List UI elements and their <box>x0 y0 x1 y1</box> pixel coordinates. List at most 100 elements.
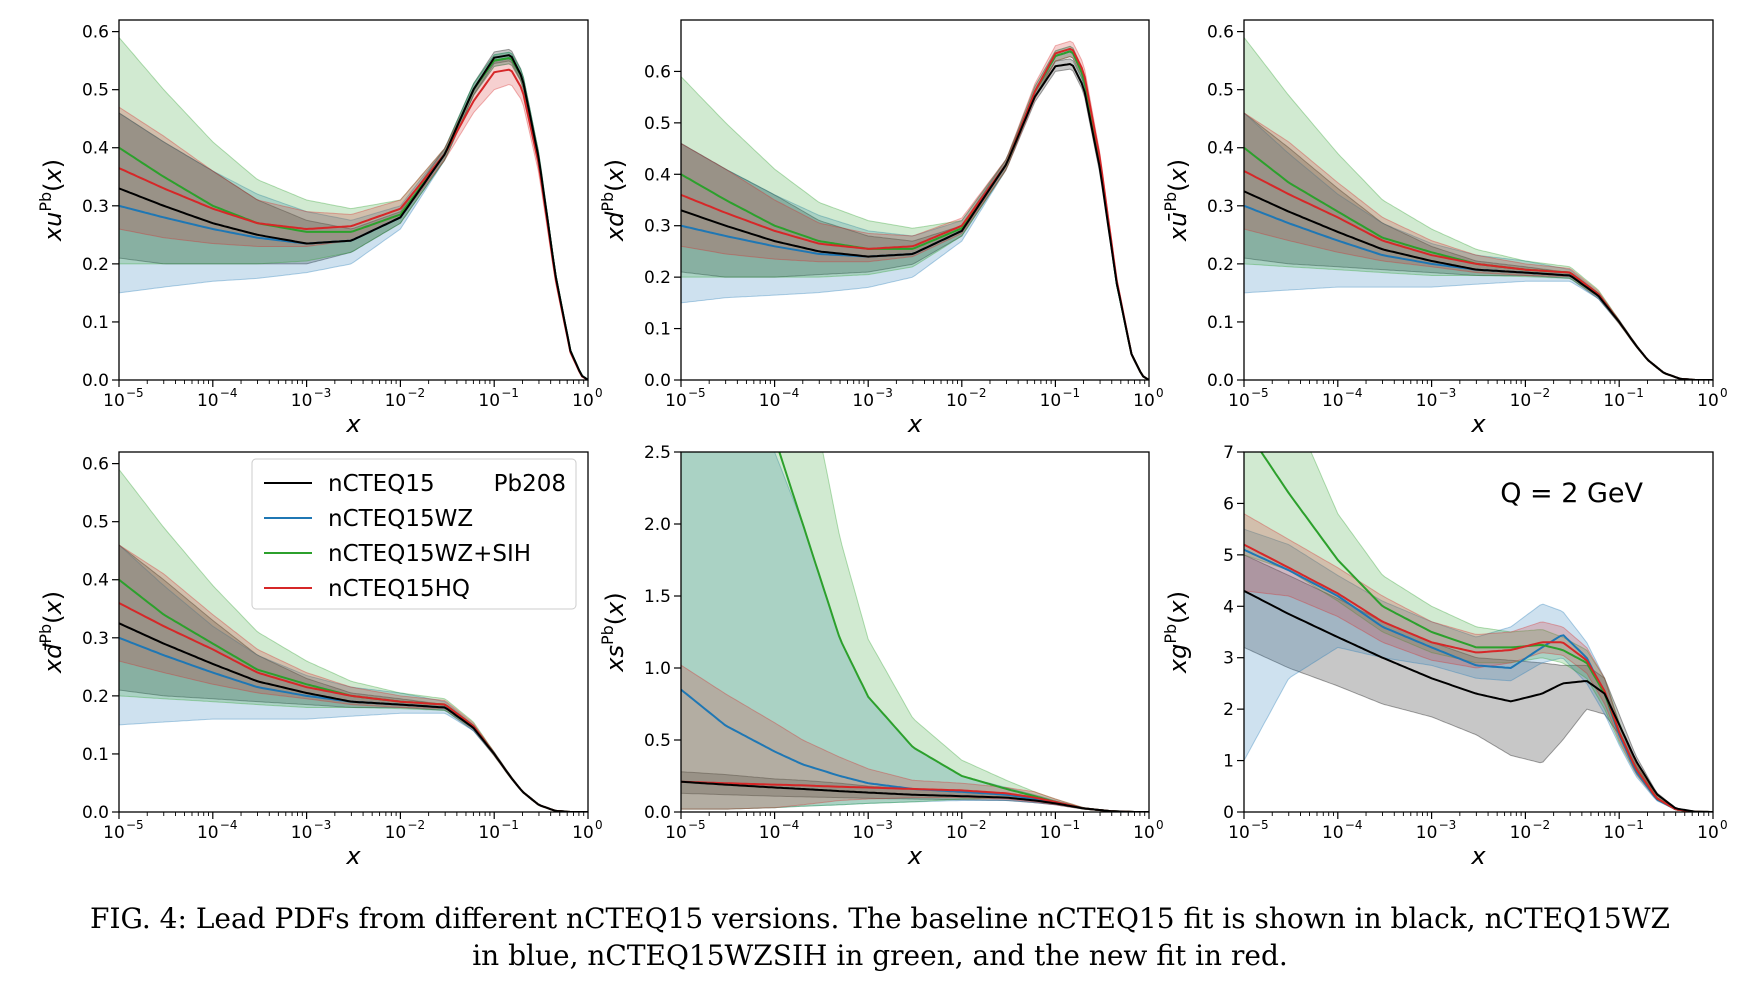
y-tick-label: 0.6 <box>644 62 671 82</box>
line-nCTEQ15 <box>119 54 588 380</box>
plot-area-d <box>681 40 1149 380</box>
y-tick-label: 0.1 <box>1207 313 1234 333</box>
y-tick-label: 0.0 <box>82 803 109 823</box>
x-tick-label: 10 <box>291 391 313 411</box>
x-tick-exponent: 0 <box>1156 818 1164 832</box>
y-tick-label: 1 <box>1223 752 1234 772</box>
plot-area-dbar <box>119 468 588 812</box>
x-tick-label: 10 <box>946 823 968 843</box>
band-nCTEQ15WZ <box>1244 528 1713 812</box>
x-tick-label: 10 <box>291 823 313 843</box>
y-axis-label: xdPb(x) <box>598 159 629 242</box>
axes-frame <box>1243 451 1714 813</box>
x-tick-exponent: −4 <box>782 386 800 400</box>
x-tick-label: 10 <box>852 391 874 411</box>
x-tick-exponent: −5 <box>688 386 706 400</box>
legend-label: nCTEQ15WZ <box>328 506 473 532</box>
legend-label: nCTEQ15WZ+SIH <box>328 541 531 567</box>
x-tick-label: 10 <box>1603 823 1625 843</box>
band-nCTEQ15HQ <box>1244 513 1713 812</box>
band-nCTEQ15HQ <box>119 57 588 380</box>
line-nCTEQ15HQ <box>119 68 588 380</box>
axes-frame <box>1243 19 1714 381</box>
y-tick-label: 0.6 <box>1207 23 1234 43</box>
y-tick-label: 0.4 <box>82 139 109 159</box>
x-tick-exponent: −4 <box>1345 818 1363 832</box>
x-axis-label: x <box>1470 410 1486 438</box>
y-tick-label: 0.2 <box>1207 255 1234 275</box>
y-tick-label: 0.5 <box>644 114 671 134</box>
y-tick-label: 5 <box>1223 546 1234 566</box>
x-tick-label: 10 <box>759 823 781 843</box>
x-tick-exponent: −3 <box>1439 818 1457 832</box>
x-tick-exponent: −3 <box>875 386 893 400</box>
caption-line-2: in blue, nCTEQ15WZSIH in green, and the … <box>472 939 1288 972</box>
y-tick-label: 0.2 <box>82 255 109 275</box>
y-axis-label: xđPb(x) <box>36 591 67 674</box>
x-tick-exponent: −3 <box>314 386 332 400</box>
x-tick-label: 10 <box>572 391 594 411</box>
y-tick-label: 7 <box>1223 443 1234 463</box>
y-tick-label: 0.1 <box>644 320 671 340</box>
y-tick-label: 0.2 <box>82 687 109 707</box>
band-nCTEQ15 <box>681 771 1149 812</box>
y-tick-label: 0.0 <box>644 803 671 823</box>
x-tick-label: 10 <box>759 391 781 411</box>
band-nCTEQ15HQ <box>681 40 1149 380</box>
legend-label: nCTEQ15HQ <box>328 576 470 602</box>
y-axis-label: xgPb(x) <box>1161 591 1192 674</box>
x-tick-label: 10 <box>1603 391 1625 411</box>
x-tick-exponent: −3 <box>875 818 893 832</box>
y-axis-label: xuPb(x) <box>36 159 67 242</box>
band-nCTEQ15 <box>119 544 588 812</box>
x-tick-exponent: −3 <box>314 818 332 832</box>
x-tick-label: 10 <box>572 823 594 843</box>
x-tick-exponent: −1 <box>501 386 519 400</box>
axes-frame <box>118 451 589 813</box>
x-tick-label: 10 <box>665 391 687 411</box>
y-tick-label: 4 <box>1223 597 1234 617</box>
x-tick-exponent: −4 <box>220 818 238 832</box>
y-tick-label: 0.0 <box>82 371 109 391</box>
x-tick-exponent: −1 <box>1062 386 1080 400</box>
y-tick-label: 2.5 <box>644 443 671 463</box>
axes-frame <box>680 451 1150 813</box>
x-tick-exponent: −2 <box>969 386 987 400</box>
x-tick-label: 10 <box>1416 823 1438 843</box>
y-tick-label: 0.6 <box>82 23 109 43</box>
x-tick-label: 10 <box>478 823 500 843</box>
panel-dbar: 10 −5 10 −4 10 −3 10 −2 10 −1 10 00.00.10.20.30.40.… <box>36 451 603 870</box>
y-tick-label: 0.5 <box>82 81 109 101</box>
x-tick-exponent: 0 <box>595 386 603 400</box>
x-tick-exponent: −2 <box>407 818 425 832</box>
x-tick-label: 10 <box>1510 391 1532 411</box>
x-tick-exponent: −1 <box>1626 818 1644 832</box>
band-nCTEQ15 <box>1244 112 1713 380</box>
x-tick-label: 10 <box>478 391 500 411</box>
y-tick-label: 0.3 <box>82 629 109 649</box>
x-tick-label: 10 <box>1228 391 1250 411</box>
x-axis-label: x <box>1470 842 1486 870</box>
x-tick-label: 10 <box>1322 823 1344 843</box>
plot-area-ubar <box>1244 36 1713 380</box>
y-tick-label: 0.6 <box>82 455 109 475</box>
legend: nCTEQ15 nCTEQ15WZ nCTEQ15WZ+SIH nCTEQ15HQ Pb… <box>251 458 577 610</box>
band-nCTEQ15WZ+SIH <box>1244 452 1713 812</box>
x-axis-label: x <box>907 842 923 870</box>
y-tick-label: 0.4 <box>644 165 671 185</box>
x-axis-label: x <box>345 842 361 870</box>
y-tick-label: 3 <box>1223 649 1234 669</box>
plot-area-u <box>119 36 588 380</box>
y-tick-label: 0.4 <box>1207 139 1234 159</box>
line-nCTEQ15HQ <box>1244 543 1713 812</box>
line-nCTEQ15WZ+SIH <box>681 50 1149 380</box>
x-tick-exponent: −4 <box>220 386 238 400</box>
x-tick-label: 10 <box>1040 823 1062 843</box>
x-tick-exponent: 0 <box>595 818 603 832</box>
x-tick-exponent: 0 <box>1720 386 1728 400</box>
x-tick-exponent: 0 <box>1156 386 1164 400</box>
line-nCTEQ15HQ <box>681 47 1149 380</box>
y-tick-label: 0.1 <box>82 745 109 765</box>
x-tick-exponent: −1 <box>501 818 519 832</box>
plot-area-g <box>1244 452 1713 812</box>
